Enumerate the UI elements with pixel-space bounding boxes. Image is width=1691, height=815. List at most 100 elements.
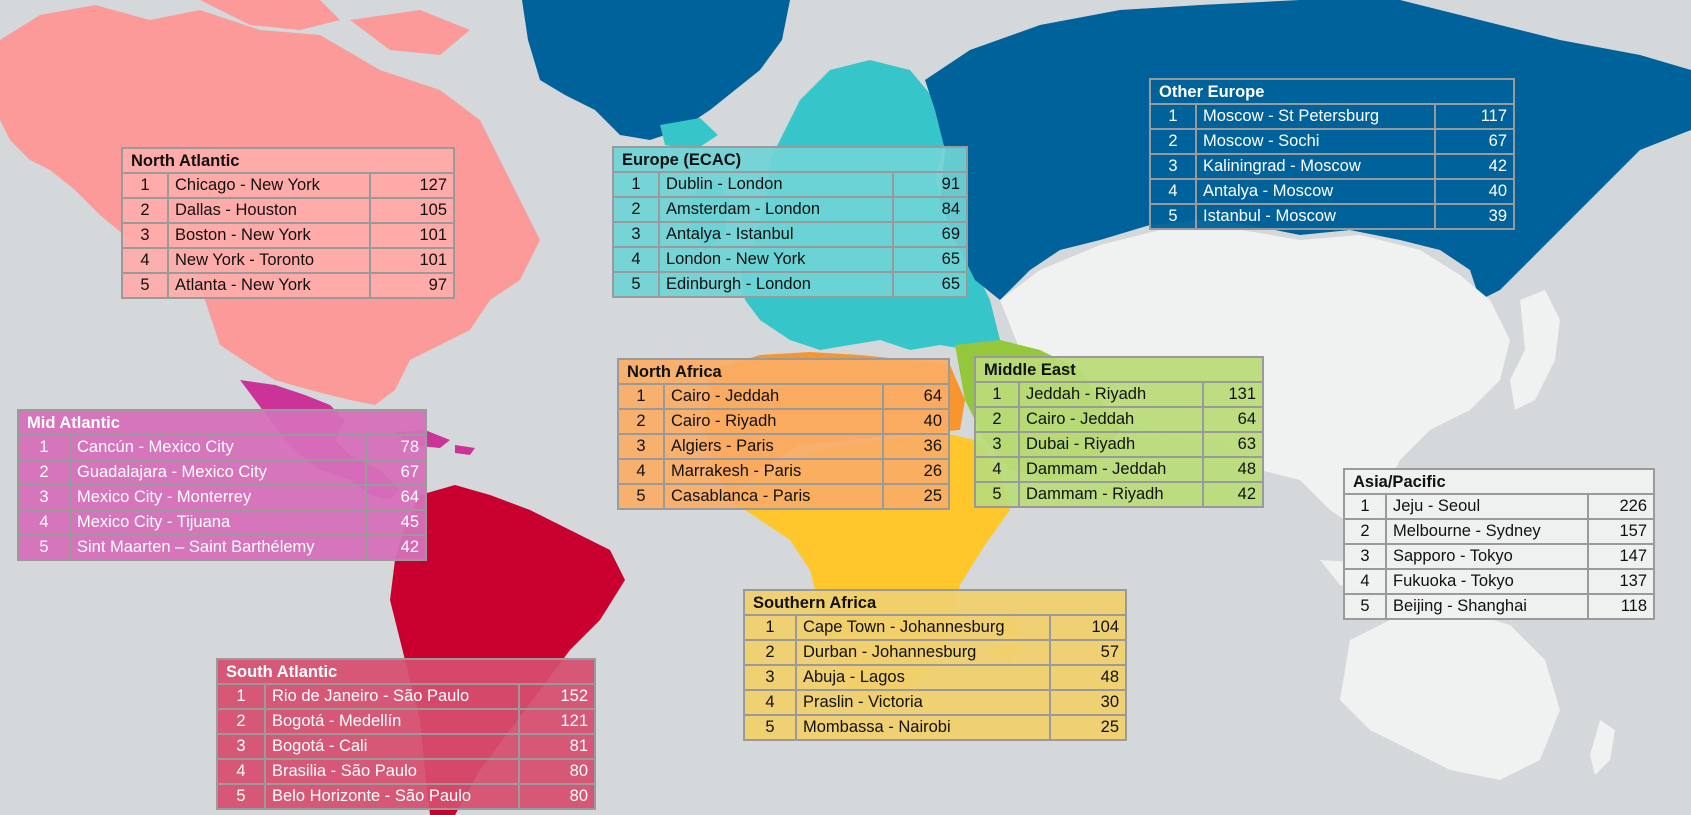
route-cell: Kaliningrad - Moscow: [1195, 152, 1436, 180]
value-cell: 131: [1202, 380, 1264, 408]
route-table-middle-east: Middle East 1 Jeddah - Riyadh 131 2 Cairo - J…: [974, 356, 1264, 508]
route-cell: Moscow - Sochi: [1195, 127, 1436, 155]
route-cell: Mombassa - Nairobi: [795, 713, 1051, 741]
value-cell: 63: [1202, 430, 1264, 458]
table-row: 4 Dammam - Jeddah 48: [974, 455, 1264, 483]
value-cell: 97: [369, 271, 455, 299]
region-title: Europe (ECAC): [612, 146, 968, 171]
table-row: 2 Amsterdam - London 84: [612, 195, 968, 223]
route-cell: Rio de Janeiro - São Paulo: [264, 682, 520, 710]
landmass-caribbean-2: [455, 445, 475, 455]
route-cell: Praslin - Victoria: [795, 688, 1051, 716]
route-cell: Antalya - Istanbul: [658, 220, 894, 248]
route-cell: Boston - New York: [167, 221, 371, 249]
value-cell: 67: [1434, 127, 1515, 155]
value-cell: 25: [1049, 713, 1127, 741]
value-cell: 36: [882, 432, 950, 460]
table-row: 4 Antalya - Moscow 40: [1149, 177, 1515, 205]
value-cell: 80: [518, 782, 596, 810]
route-cell: Jeju - Seoul: [1385, 492, 1589, 520]
table-row: 2 Durban - Johannesburg 57: [743, 638, 1127, 666]
rank-cell: 3: [617, 432, 665, 460]
route-table-north-atlantic: North Atlantic 1 Chicago - New York 127 2 Dal…: [121, 147, 455, 299]
rank-cell: 5: [617, 482, 665, 510]
landmass-canada-arctic-2: [350, 10, 470, 55]
value-cell: 137: [1587, 567, 1655, 595]
table-row: 2 Cairo - Riyadh 40: [617, 407, 950, 435]
route-cell: Jeddah - Riyadh: [1018, 380, 1204, 408]
value-cell: 104: [1049, 613, 1127, 641]
table-row: 5 Beijing - Shanghai 118: [1343, 592, 1655, 620]
route-cell: Brasilia - São Paulo: [264, 757, 520, 785]
table-row: 3 Mexico City - Monterrey 64: [17, 483, 427, 511]
table-row: 3 Kaliningrad - Moscow 42: [1149, 152, 1515, 180]
rank-cell: 1: [743, 613, 797, 641]
region-title: North Atlantic: [121, 147, 455, 172]
table-row: 5 Istanbul - Moscow 39: [1149, 202, 1515, 230]
value-cell: 64: [1202, 405, 1264, 433]
value-cell: 39: [1434, 202, 1515, 230]
region-title: Other Europe: [1149, 78, 1515, 103]
rank-cell: 3: [17, 483, 71, 511]
table-row: 1 Cairo - Jeddah 64: [617, 382, 950, 410]
value-cell: 117: [1434, 102, 1515, 130]
table-row: 1 Cancún - Mexico City 78: [17, 433, 427, 461]
value-cell: 26: [882, 457, 950, 485]
route-cell: Melbourne - Sydney: [1385, 517, 1589, 545]
route-cell: Atlanta - New York: [167, 271, 371, 299]
table-row: 1 Chicago - New York 127: [121, 171, 455, 199]
rank-cell: 5: [216, 782, 266, 810]
route-cell: Dubai - Riyadh: [1018, 430, 1204, 458]
route-cell: Cape Town - Johannesburg: [795, 613, 1051, 641]
rank-cell: 1: [17, 433, 71, 461]
route-cell: New York - Toronto: [167, 246, 371, 274]
route-cell: Cairo - Jeddah: [1018, 405, 1204, 433]
region-title: North Africa: [617, 358, 950, 383]
rank-cell: 4: [1149, 177, 1197, 205]
rank-cell: 1: [216, 682, 266, 710]
landmass-greenland: [522, 0, 790, 140]
route-table-other-europe: Other Europe 1 Moscow - St Petersburg 117 2 M…: [1149, 78, 1515, 230]
route-cell: Sapporo - Tokyo: [1385, 542, 1589, 570]
rank-cell: 3: [974, 430, 1020, 458]
table-row: 5 Belo Horizonte - São Paulo 80: [216, 782, 596, 810]
region-title: Mid Atlantic: [17, 409, 427, 434]
rank-cell: 1: [1343, 492, 1387, 520]
rank-cell: 2: [121, 196, 169, 224]
rank-cell: 2: [1149, 127, 1197, 155]
value-cell: 101: [369, 221, 455, 249]
rank-cell: 1: [612, 170, 660, 198]
landmass-australia: [1340, 610, 1560, 780]
table-row: 1 Moscow - St Petersburg 117: [1149, 102, 1515, 130]
value-cell: 45: [365, 508, 427, 536]
rank-cell: 4: [612, 245, 660, 273]
value-cell: 40: [882, 407, 950, 435]
route-cell: Algiers - Paris: [663, 432, 884, 460]
region-title: Middle East: [974, 356, 1264, 381]
route-cell: Edinburgh - London: [658, 270, 894, 298]
rank-cell: 5: [1149, 202, 1197, 230]
route-cell: Moscow - St Petersburg: [1195, 102, 1436, 130]
route-table-europe-ecac: Europe (ECAC) 1 Dublin - London 91 2 Amsterda…: [612, 146, 968, 298]
route-cell: Cancún - Mexico City: [69, 433, 367, 461]
route-cell: Bogotá - Medellín: [264, 707, 520, 735]
rank-cell: 2: [974, 405, 1020, 433]
route-cell: Beijing - Shanghai: [1385, 592, 1589, 620]
rank-cell: 5: [17, 533, 71, 561]
route-cell: London - New York: [658, 245, 894, 273]
table-row: 3 Antalya - Istanbul 69: [612, 220, 968, 248]
rank-cell: 3: [612, 220, 660, 248]
route-cell: Bogotá - Cali: [264, 732, 520, 760]
table-row: 2 Guadalajara - Mexico City 67: [17, 458, 427, 486]
table-row: 2 Melbourne - Sydney 157: [1343, 517, 1655, 545]
value-cell: 48: [1049, 663, 1127, 691]
value-cell: 65: [892, 270, 968, 298]
table-row: 2 Bogotá - Medellín 121: [216, 707, 596, 735]
region-title: Asia/Pacific: [1343, 468, 1655, 493]
table-row: 1 Cape Town - Johannesburg 104: [743, 613, 1127, 641]
route-cell: Amsterdam - London: [658, 195, 894, 223]
table-row: 1 Jeddah - Riyadh 131: [974, 380, 1264, 408]
rank-cell: 4: [1343, 567, 1387, 595]
table-row: 2 Cairo - Jeddah 64: [974, 405, 1264, 433]
value-cell: 64: [365, 483, 427, 511]
